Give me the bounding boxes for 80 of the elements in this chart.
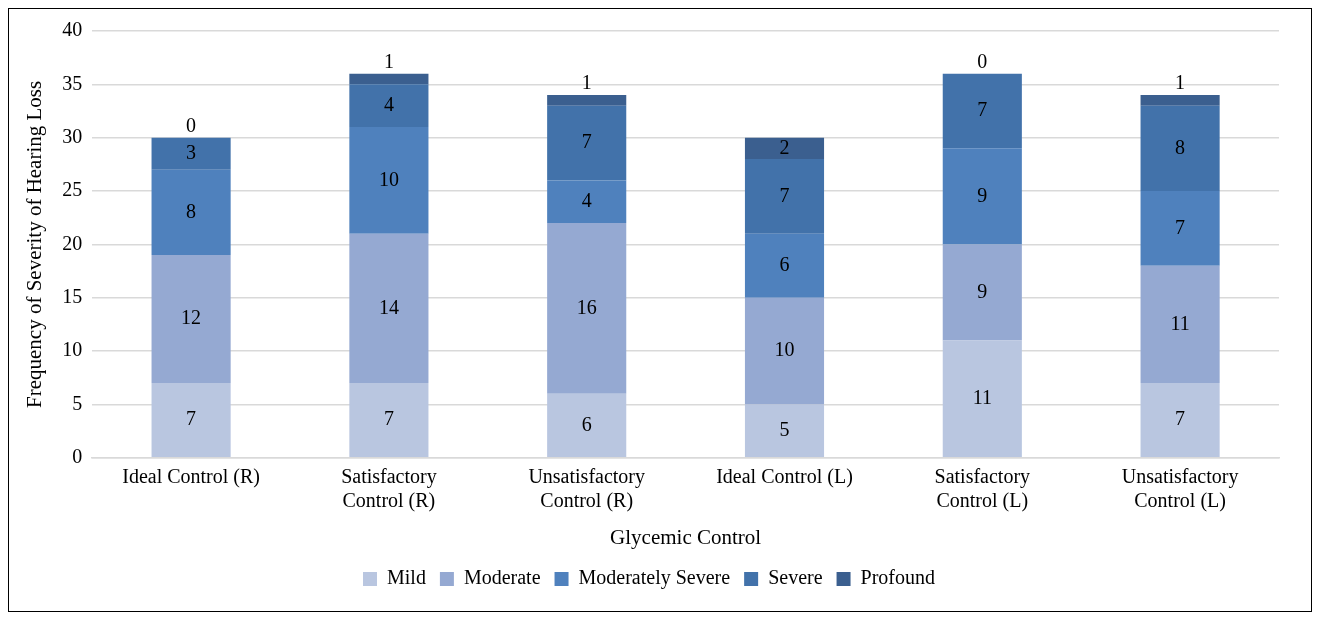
data-label: 1 — [581, 71, 592, 94]
data-label: 4 — [383, 92, 394, 115]
bar — [151, 137, 231, 170]
data-label: 1 — [383, 49, 394, 72]
x-tick-label: Ideal Control (R) — [122, 465, 260, 489]
y-tick-label: 40 — [62, 18, 83, 41]
bar — [349, 73, 429, 85]
bar — [942, 244, 1022, 341]
bar — [744, 233, 825, 298]
x-tick-label: Ideal Control (L) — [716, 465, 853, 489]
bar — [744, 404, 825, 458]
bar — [942, 340, 1022, 458]
data-label: 1 — [1175, 71, 1186, 94]
bar — [349, 84, 429, 128]
data-label: 11 — [1170, 311, 1190, 334]
data-label: 0 — [186, 113, 197, 136]
data-label: 0 — [977, 49, 988, 72]
data-label: 10 — [378, 167, 399, 190]
bar — [547, 105, 627, 181]
data-label: 7 — [1175, 407, 1186, 430]
y-tick-label: 0 — [72, 445, 83, 468]
legend-label: Moderately Severe — [578, 566, 731, 590]
bar — [1140, 105, 1220, 192]
y-tick-label: 35 — [62, 71, 83, 94]
y-tick-label: 15 — [62, 285, 83, 307]
data-label: 6 — [779, 252, 790, 275]
x-axis-title: Glycemic Control — [610, 524, 762, 549]
data-label: 12 — [181, 306, 202, 329]
data-label: 7 — [1175, 215, 1186, 238]
legend-label: Profound — [860, 566, 935, 589]
data-label: 16 — [576, 295, 597, 318]
data-label: 7 — [186, 407, 197, 430]
bar — [547, 180, 627, 224]
y-tick-label: 10 — [62, 338, 83, 361]
bar — [349, 233, 429, 384]
bar — [1140, 383, 1220, 458]
legend-label: Severe — [768, 566, 823, 589]
bar — [151, 255, 231, 384]
data-label: 7 — [779, 183, 790, 206]
bar — [349, 383, 429, 458]
bar — [744, 297, 825, 405]
data-label: 8 — [186, 199, 197, 222]
bar — [151, 383, 231, 458]
legend-label: Moderate — [463, 566, 541, 589]
bar — [744, 137, 825, 160]
bar — [942, 73, 1022, 149]
x-tick-label: Unsatisfactory Control (R) — [528, 465, 646, 513]
y-tick-label: 20 — [62, 231, 83, 254]
data-label: 6 — [581, 412, 592, 435]
y-axis-title: Frequency of Severity of Hearing Loss — [22, 80, 47, 408]
bar — [547, 223, 627, 394]
data-label: 7 — [383, 407, 394, 430]
bar — [547, 95, 627, 106]
bar — [349, 127, 429, 234]
y-tick-label: 25 — [62, 178, 83, 201]
data-label: 7 — [581, 130, 592, 153]
bar — [1140, 265, 1220, 384]
data-label: 8 — [1175, 135, 1186, 158]
data-label: 3 — [186, 140, 197, 163]
bar — [1140, 95, 1220, 106]
data-label: 10 — [774, 338, 795, 361]
data-label: 9 — [977, 279, 988, 302]
data-label: 14 — [378, 295, 399, 318]
legend-label: Mild — [387, 566, 426, 589]
data-label: 5 — [779, 418, 790, 440]
x-tick-label: Satisfactory Control (R) — [341, 465, 437, 513]
data-label: 4 — [581, 188, 592, 211]
bar — [151, 169, 231, 256]
data-label: 7 — [977, 98, 988, 121]
data-label: 2 — [779, 135, 790, 158]
y-tick-label: 5 — [72, 391, 83, 414]
data-label: 11 — [972, 385, 992, 408]
x-tick-label: Unsatisfactory Control (L) — [1121, 465, 1239, 513]
data-label: 9 — [977, 183, 988, 206]
x-tick-label: Satisfactory Control (L) — [934, 465, 1031, 513]
bar — [744, 159, 825, 234]
bar — [942, 148, 1022, 245]
bar — [547, 393, 627, 458]
y-tick-label: 30 — [62, 124, 83, 147]
bar — [1140, 191, 1220, 266]
